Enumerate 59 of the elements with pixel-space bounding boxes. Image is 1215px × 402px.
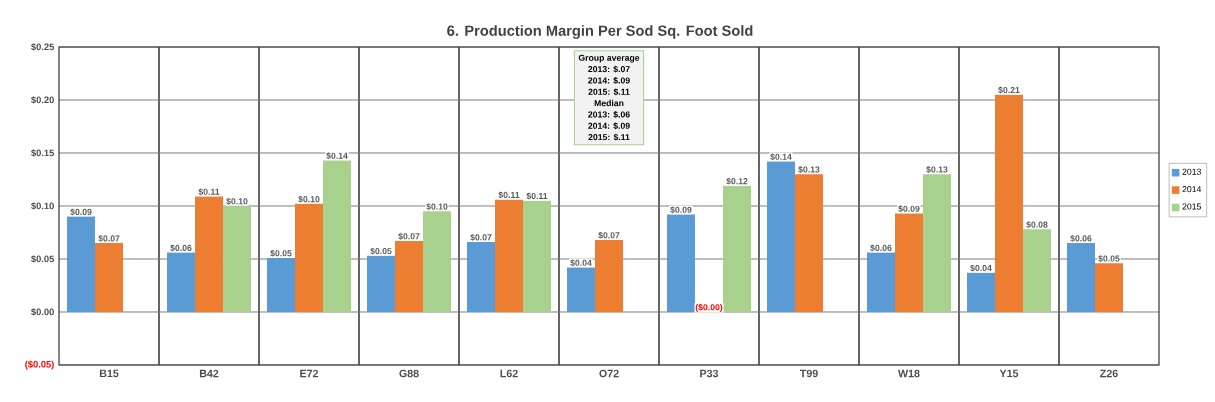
legend-label: 2015 [1182, 203, 1201, 210]
x-tick-label: P33 [700, 369, 719, 378]
annotation: 2013: $.07 [588, 65, 630, 73]
data-label: $0.06 [870, 244, 892, 252]
x-tick-label: W18 [898, 369, 920, 378]
x-tick-label: L62 [500, 369, 518, 378]
x-tick-label: T99 [799, 369, 818, 378]
data-label: $0.07 [470, 233, 492, 241]
data-label: $0.13 [798, 166, 820, 174]
x-tick-label: G88 [399, 369, 419, 378]
data-label: $0.10 [426, 203, 448, 211]
y-tick-label: $0.10 [31, 202, 54, 210]
x-tick-label: O72 [599, 369, 619, 378]
data-label: $0.05 [370, 247, 392, 255]
data-label: ($0.00) [695, 303, 723, 312]
data-label: $0.11 [498, 191, 520, 199]
y-tick-label: ($0.05) [25, 360, 54, 370]
annotation: 2015: $.11 [588, 88, 630, 96]
data-label: $0.08 [1026, 221, 1048, 229]
y-tick-label: $0.25 [31, 43, 55, 51]
annotation: 2014: $.09 [588, 122, 630, 130]
annotation: Median [594, 99, 624, 107]
data-label: $0.14 [326, 152, 348, 160]
data-label: $0.09 [898, 205, 920, 213]
data-label: $0.09 [70, 208, 92, 216]
y-tick-label: $0.20 [31, 96, 54, 104]
data-label: $0.21 [998, 86, 1020, 94]
data-label: $0.05 [270, 249, 292, 257]
data-label: $0.07 [98, 234, 120, 243]
data-label: $0.10 [298, 195, 320, 203]
data-label: $0.04 [570, 259, 592, 267]
x-tick-label: B15 [99, 369, 119, 378]
y-tick-label: $0.15 [31, 149, 55, 157]
data-label: $0.07 [398, 232, 420, 240]
x-tick-label: Z26 [1100, 369, 1118, 378]
data-label: $0.07 [598, 231, 620, 239]
x-tick-label: Y15 [999, 369, 1019, 378]
data-label: $0.05 [1098, 255, 1120, 263]
data-label: $0.14 [770, 153, 792, 161]
data-label: $0.06 [1070, 234, 1092, 243]
annotation: 2014: $.09 [588, 77, 630, 85]
annotation: Group average [578, 54, 640, 63]
legend-label: 2013 [1182, 168, 1201, 175]
data-label: $0.06 [170, 244, 192, 252]
y-tick-label: $0.05 [31, 255, 55, 263]
data-label: $0.09 [670, 206, 692, 214]
data-label: $0.04 [970, 264, 992, 272]
data-label: $0.13 [926, 166, 948, 174]
annotation: 2015: $.11 [588, 133, 630, 141]
x-tick-label: E72 [300, 369, 319, 378]
chart-title: 6. Production Margin Per Sod Sq. Foot Sold [447, 25, 753, 39]
legend-label: 2014 [1182, 186, 1202, 193]
data-label: $0.11 [526, 192, 548, 200]
data-label: $0.12 [726, 177, 748, 185]
annotation: 2013: $.06 [588, 111, 630, 119]
data-label: $0.11 [198, 188, 220, 196]
y-tick-label: $0.00 [31, 308, 54, 316]
x-tick-label: B42 [199, 369, 219, 378]
data-label: $0.10 [226, 197, 248, 205]
